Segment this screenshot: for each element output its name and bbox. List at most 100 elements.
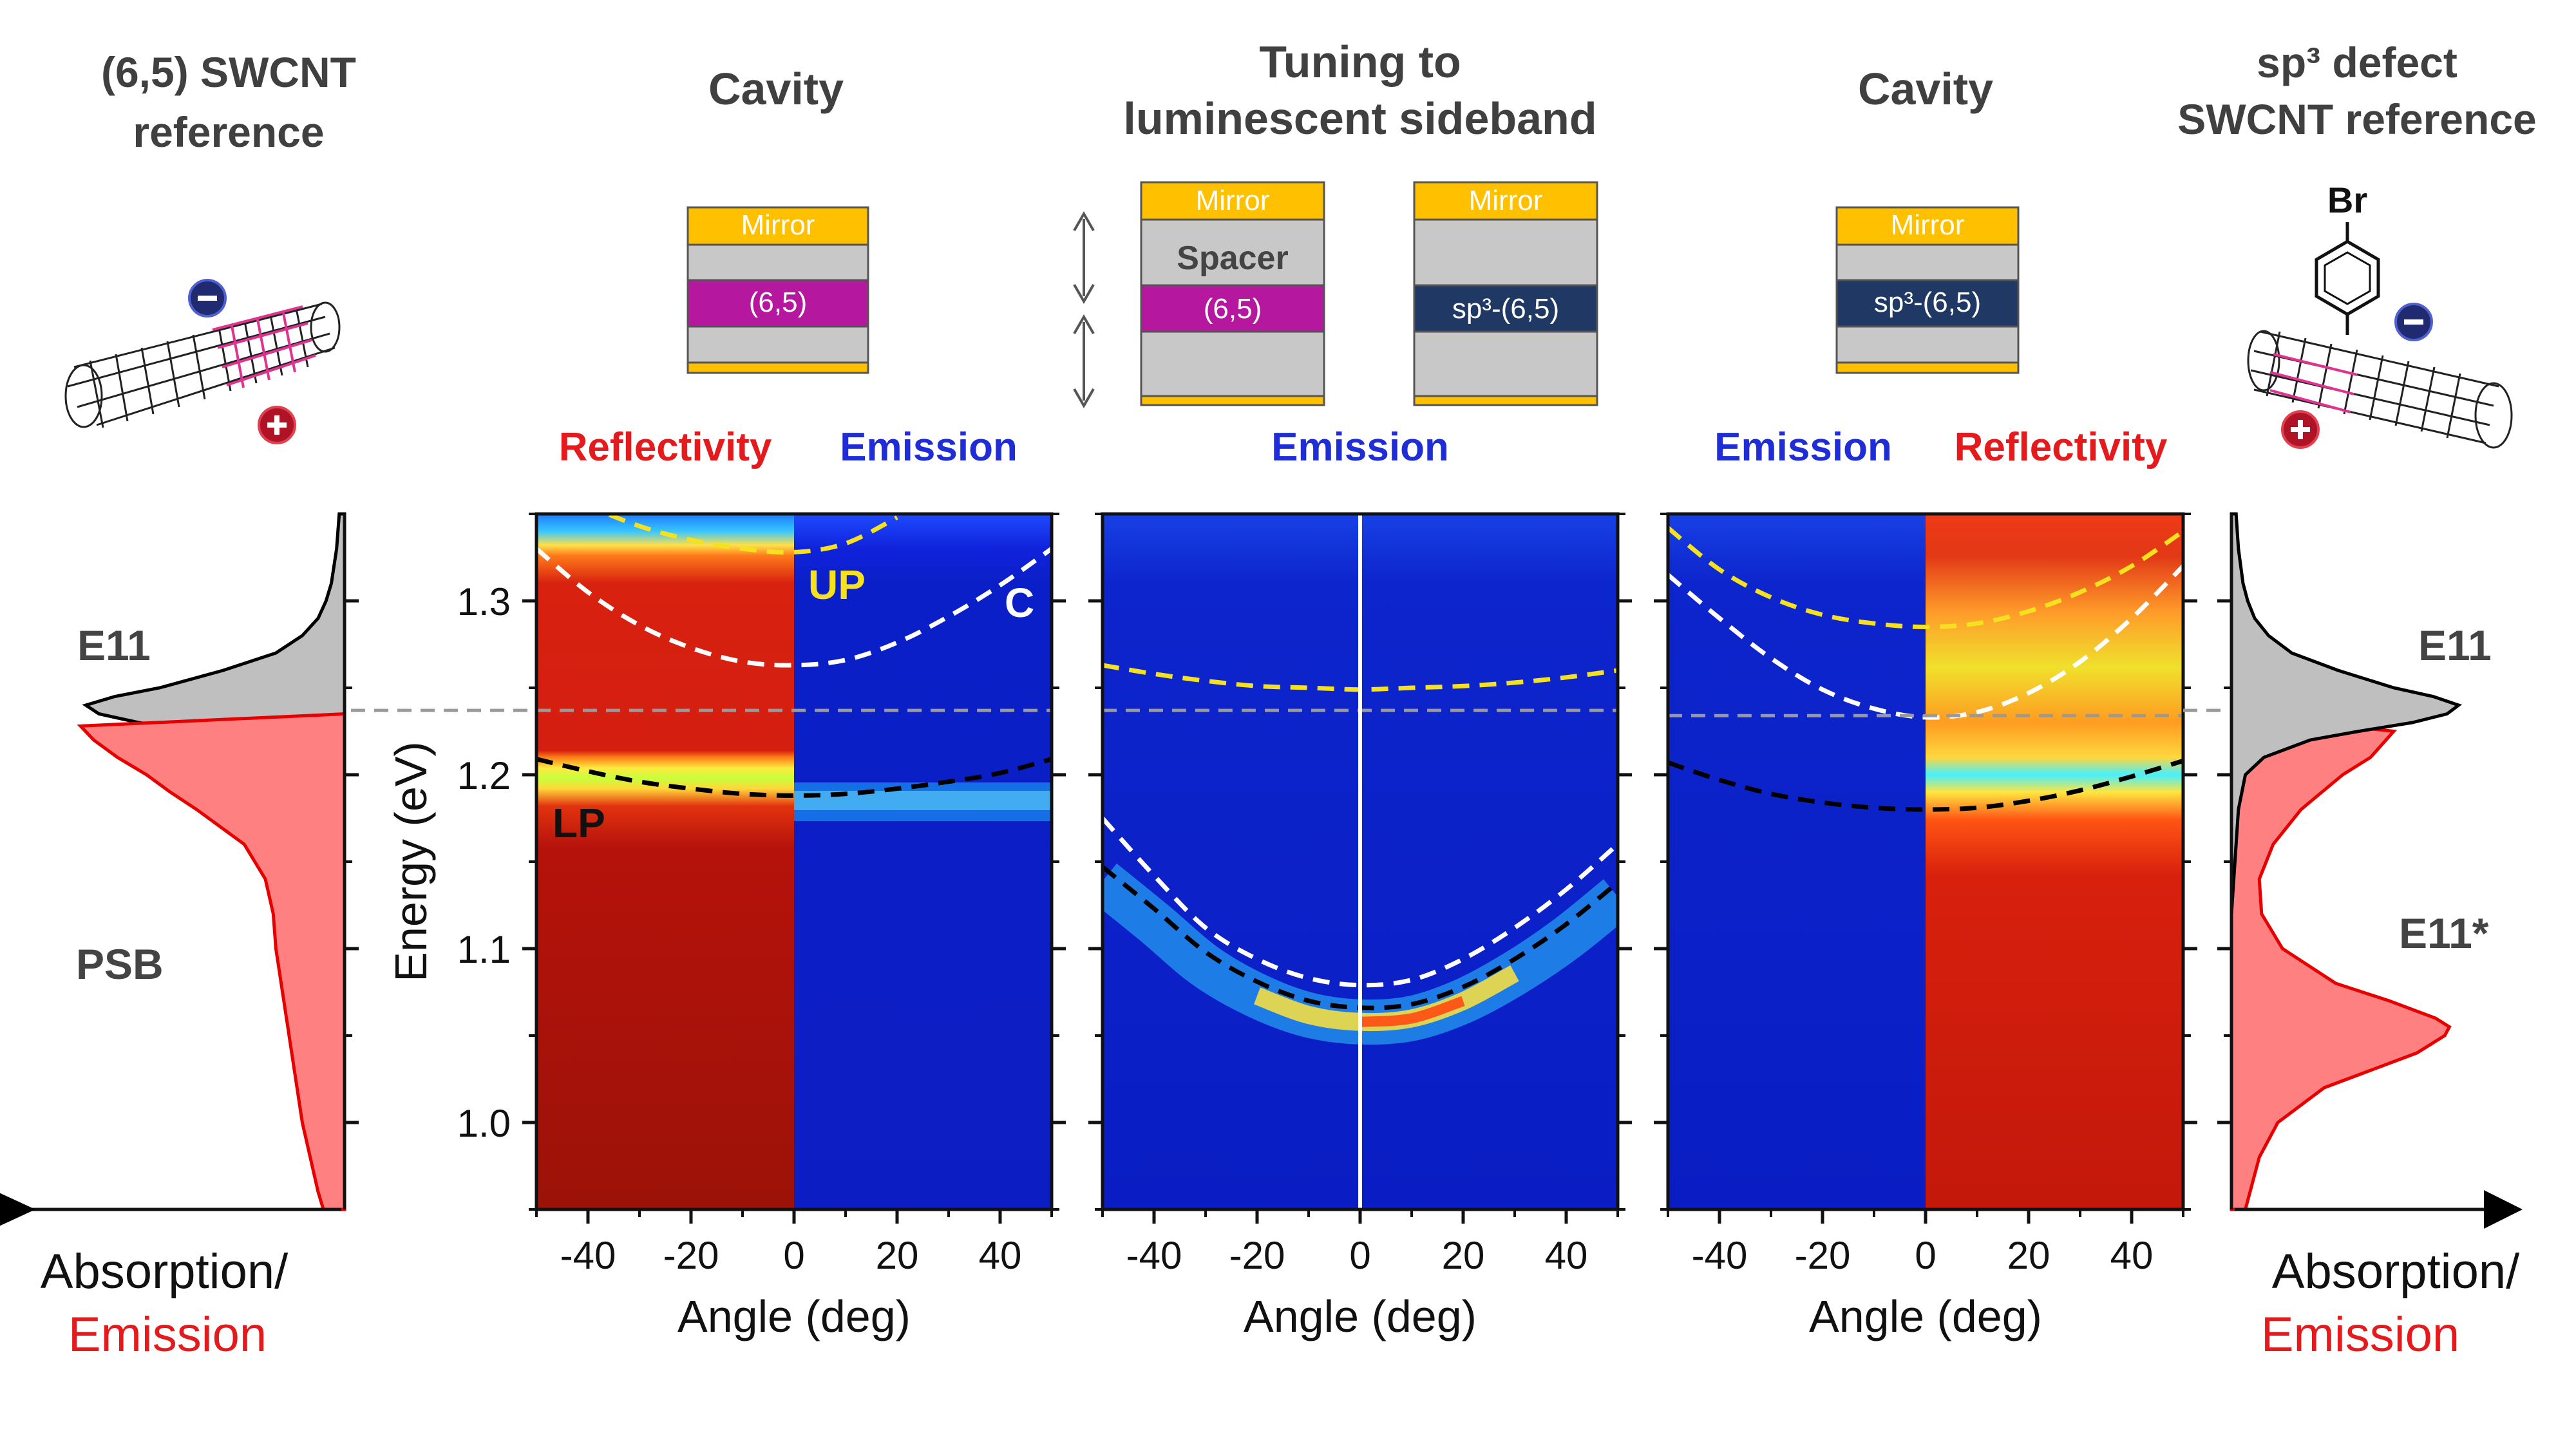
peak-label-e11-star: E11* [2399,909,2489,957]
active-layer-sp3 [1413,284,1598,333]
mirror-label: Mirror [741,209,815,241]
x-tick-label: -20 [1795,1234,1851,1277]
absorption-area [2230,512,2463,914]
emission-half [794,514,1052,1209]
left-reference-title: (6,5) SWCNT reference [101,48,356,156]
left-title-line1: (6,5) SWCNT [101,48,356,96]
curve-up [1668,526,2183,630]
spacer-layer-bottom [1835,325,2020,364]
x-tick-label: -40 [560,1234,616,1277]
mirror-layer [687,206,869,246]
x-tick-label: 20 [1442,1234,1485,1277]
stack-cavity-sp3: Mirror sp³-(6,5) [1835,206,2020,374]
active-layer-65 [687,279,869,328]
spacer-layer-top [687,243,869,281]
y-tick-label: 1.2 [457,754,511,797]
axis-ticks [345,599,359,1124]
axis-ticks [2217,599,2231,1124]
spectrum-reference-65: E11 PSB Absorption/ Emission [0,512,359,1362]
xlabel-left-line1: Absorption/ [41,1244,289,1299]
label-lp: LP [553,800,605,846]
x-tick-label: -20 [663,1234,719,1277]
curve-c [536,547,1052,668]
x-tick-label: -40 [1692,1234,1748,1277]
tuning-arrows [1073,211,1095,409]
bottom-mirror-layer [1140,395,1325,406]
curve-c [1103,817,1618,988]
nanotube-65-illustration [64,279,341,444]
xlabel-right-line1: Absorption/ [2272,1244,2520,1299]
spacer-layer-bottom [1140,330,1325,397]
peak-label-psb: PSB [76,940,164,988]
reflectivity-half [1926,514,2183,1209]
polariton-curves [1668,526,2183,812]
peak-label-e11-right: E11 [2418,621,2492,669]
active-layer-65 [1140,284,1325,333]
active-label: (6,5) [1204,293,1262,325]
x-tick-label: 0 [783,1234,804,1277]
label-c: C [1005,580,1034,626]
x-tick-label: 0 [1915,1234,1936,1277]
mirror-layer [1413,181,1598,221]
bottom-mirror-layer [1413,395,1598,406]
cavity-right-title: Cavity [1858,64,1993,114]
left-title-line2: reference [133,108,324,156]
stack-tuning-sp3: Mirror sp³-(6,5) [1413,181,1598,406]
nanotube-lattice [2247,330,2513,449]
reflectivity-half [536,514,794,1209]
stack-tuning-spacer: Mirror Spacer (6,5) [1140,181,1325,406]
active-label: sp³-(6,5) [1874,287,1981,318]
right-title-line1: sp³ defect [2257,39,2458,86]
x-tick-label: 0 [1349,1234,1370,1277]
emission-half [1668,514,1926,1209]
heatmap-cavity-sp3: -40 -20 0 20 40 [1654,512,2197,1277]
active-label: (6,5) [749,287,807,318]
y-tick-label: 1.3 [457,580,511,623]
emission-area [77,712,346,1211]
spectrum-reference-sp3: E11 E11* Absorption/ Emission [2217,512,2523,1362]
mirror-label: Mirror [1891,209,1965,241]
spacer-layer [1413,218,1598,287]
label-emission-right: Emission [1714,425,1892,469]
spacer-layer-bottom [687,325,869,364]
x-tick-label: -40 [1126,1234,1182,1277]
heatmap-cavity-tuned: -40 -20 0 20 40 [1088,512,1632,1277]
x-tick-label: -20 [1229,1234,1285,1277]
polariton-curves [536,514,1052,798]
x-tick-label: 20 [2007,1234,2050,1277]
mirror-label: Mirror [1196,185,1270,216]
spacer-label: Spacer [1177,240,1288,277]
right-reference-title: sp³ defect SWCNT reference [2177,39,2537,143]
xlabel-cavity-tuned: Angle (deg) [1244,1291,1477,1341]
bottom-mirror-layer [1835,361,2020,374]
x-tick-label: 40 [2110,1234,2154,1277]
curve-lp [536,757,1052,798]
ylabel-energy: Energy (eV) [386,741,436,981]
curve-up [601,514,898,555]
mirror-label: Mirror [1469,185,1543,216]
label-reflectivity-right: Reflectivity [1955,425,2168,469]
peak-label-e11-left: E11 [77,621,151,669]
axis-ticks: -40 -20 0 20 40 [1654,513,2197,1277]
y-tick-label: 1.1 [457,928,511,971]
tuning-title-line1: Tuning to [1259,37,1461,87]
y-tick-label: 1.0 [457,1102,511,1145]
cavity-middle-title: Tuning to luminescent sideband [1123,37,1596,144]
emission-area [2230,712,2452,1211]
label-emission-middle: Emission [1271,425,1449,469]
spacer-layer-bottom [1413,330,1598,397]
heatmap-cavity-65: -40 -20 0 20 40 1.0 1.1 1.2 1.3 UP C LP [457,512,1066,1277]
axis-ticks: -40 -20 0 20 40 1.0 1.1 1.2 1.3 [457,513,1066,1277]
spacer-layer [1140,218,1325,287]
curve-lp [1668,759,2183,812]
exciton-region [212,305,316,388]
curve-c [1668,564,2183,720]
nanotube-lattice [64,301,341,428]
bottom-mirror-layer [687,361,869,374]
cavity-left-title: Cavity [708,64,844,114]
xlabel-left-line2: Emission [68,1307,267,1362]
nanotube-sp3-illustration: Br [2247,180,2513,449]
x-tick-label: 40 [979,1234,1022,1277]
right-title-line2: SWCNT reference [2177,95,2537,143]
